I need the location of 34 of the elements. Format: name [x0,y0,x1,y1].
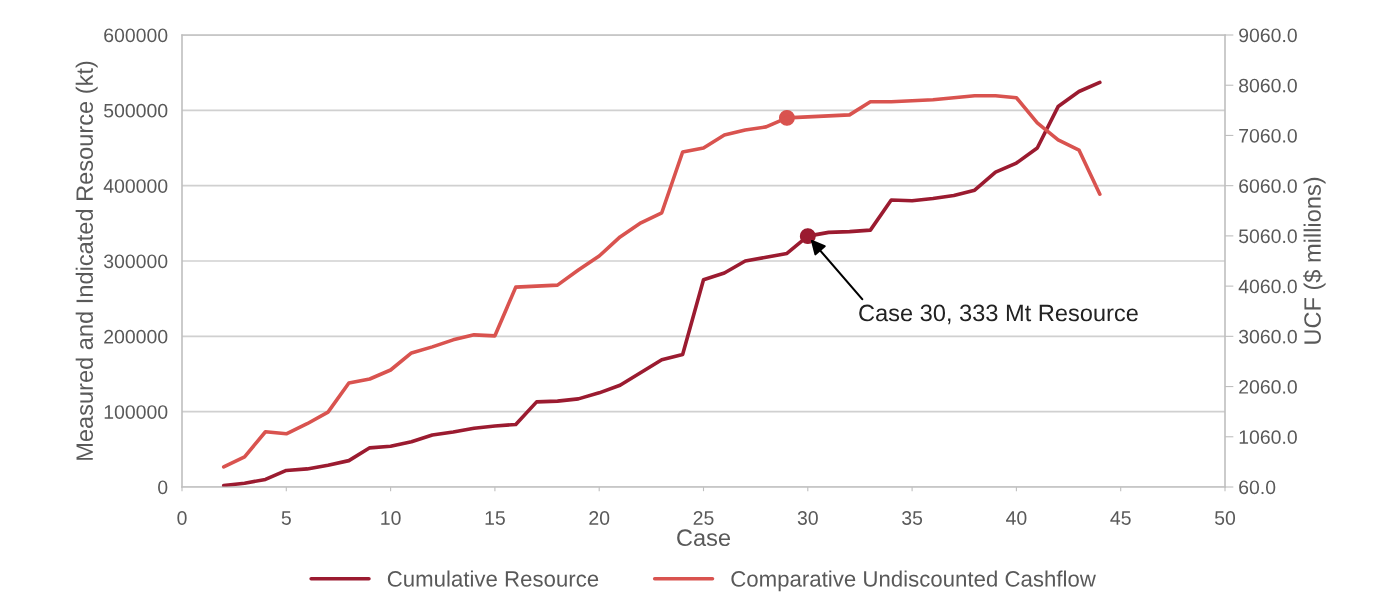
y2-tick-label: 4060.0 [1238,279,1297,294]
y2-tick-label: 60.0 [1239,480,1276,495]
y-tick-label: 500000 [104,103,168,118]
y-tick-label: 100000 [104,405,168,419]
y-tick-label: 0 [158,480,168,495]
y-tick-label: 600000 [104,28,168,43]
y-tick-label: 300000 [103,254,168,269]
y2-tick-label: 6060.0 [1239,179,1297,193]
legend-label: Cumulative Resource [387,570,599,587]
y2-tick-label: 5060.0 [1238,229,1297,244]
x-tick-label: 0 [177,511,187,525]
y2-tick-label: 7060.0 [1239,128,1297,143]
y-tick-label: 400000 [103,179,168,193]
y2-tick-label: 3060.0 [1238,329,1297,344]
x-tick-label: 50 [1214,511,1236,525]
x-tick-label: 45 [1110,511,1131,525]
x-axis-title: Case [677,529,731,547]
y-tick-label: 200000 [104,329,168,344]
x-tick-label: 25 [693,511,714,525]
x-tick-label: 40 [1006,511,1027,525]
y-axis-title: Measured and Indicated Resource (kt) [75,61,98,460]
x-tick-label: 20 [589,511,610,525]
annotation: Case 30, 333 Mt Resource [859,304,1138,325]
y2-tick-label: 1060.0 [1239,430,1297,445]
x-tick-label: 35 [902,511,923,525]
y2-tick-label: 2060.0 [1239,380,1297,394]
x-tick-label: 5 [281,511,291,525]
x-tick-label: 10 [381,511,401,525]
x-tick-label: 15 [485,511,505,525]
legend-label: Comparative Undiscounted Cashflow [731,570,1096,592]
y2-tick-label: 9060.0 [1239,28,1297,43]
x-tick-label: 30 [797,511,818,525]
y2-axis-title: UCF ($ millions) [1303,177,1326,344]
y2-tick-label: 8060.0 [1239,78,1297,93]
